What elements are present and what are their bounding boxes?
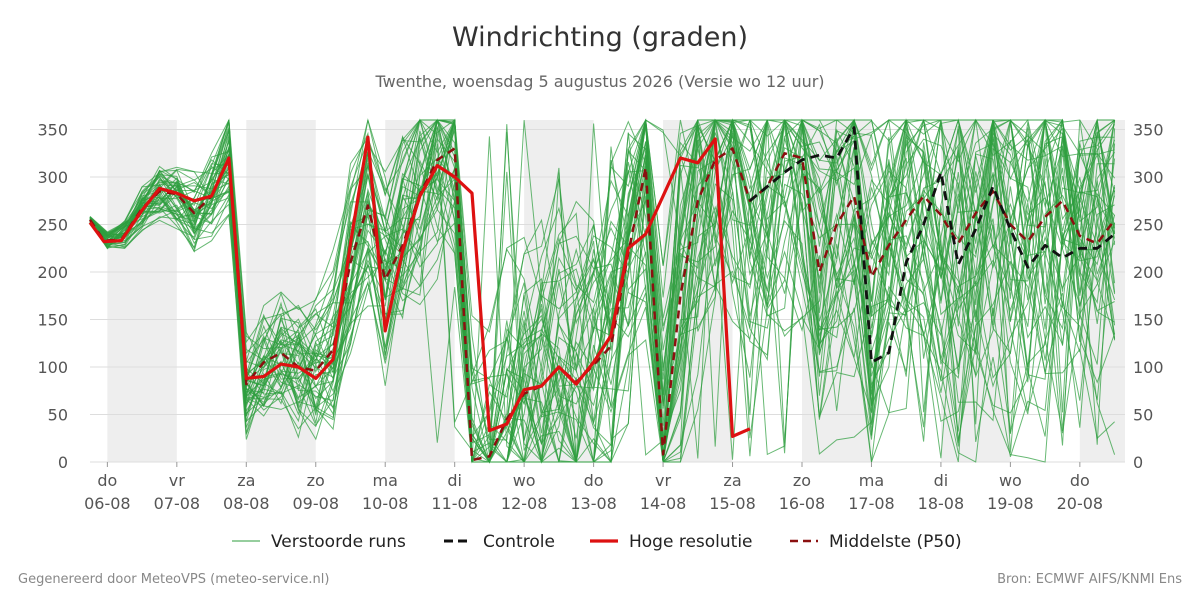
y-tick-label-left: 250 xyxy=(37,216,68,235)
ensemble-member-line xyxy=(89,118,1116,464)
footer-source: Bron: ECMWF AIFS/KNMI Ens xyxy=(997,572,1182,587)
ensemble-member-line xyxy=(89,119,1115,464)
x-tick-day: di xyxy=(934,471,949,490)
y-tick-label-right: 150 xyxy=(1133,311,1164,330)
ensemble-member-line xyxy=(89,119,1116,463)
x-tick-date: 18-08 xyxy=(918,494,965,513)
x-tick-day: zo xyxy=(793,471,811,490)
x-tick-day: do xyxy=(584,471,604,490)
x-tick-date: 10-08 xyxy=(362,494,409,513)
y-tick-label-right: 300 xyxy=(1133,168,1164,187)
x-tick-date: 06-08 xyxy=(84,494,131,513)
control-series-line xyxy=(749,126,1116,364)
y-tick-label-right: 100 xyxy=(1133,358,1164,377)
ensemble-member-line xyxy=(89,119,1116,463)
x-tick-day: do xyxy=(97,471,117,490)
ensemble-member-line xyxy=(89,118,1115,463)
y-tick-label-left: 350 xyxy=(37,121,68,140)
x-tick-date: 16-08 xyxy=(779,494,826,513)
x-tick-date: 12-08 xyxy=(501,494,548,513)
chart-title: Windrichting (graden) xyxy=(451,22,749,53)
x-tick-date: 15-08 xyxy=(709,494,756,513)
ensemble-member-line xyxy=(89,119,1116,463)
x-tick-day: vr xyxy=(655,471,671,490)
x-tick-day: do xyxy=(1070,471,1090,490)
ensemble-member-line xyxy=(89,118,1116,463)
ensemble-member-line xyxy=(89,119,1115,463)
y-tick-label-right: 200 xyxy=(1133,263,1164,282)
x-tick-date: 19-08 xyxy=(987,494,1034,513)
x-tick-day: ma xyxy=(859,471,884,490)
x-tick-date: 14-08 xyxy=(640,494,687,513)
x-tick-day: zo xyxy=(307,471,325,490)
ensemble-member-line xyxy=(89,119,1116,455)
x-tick-day: za xyxy=(723,471,741,490)
x-tick-date: 09-08 xyxy=(293,494,340,513)
ensemble-member-line xyxy=(89,119,1116,464)
y-tick-label-left: 0 xyxy=(58,453,68,472)
legend-label-ensemble: Verstoorde runs xyxy=(271,532,406,552)
x-tick-day: vr xyxy=(169,471,185,490)
x-tick-day: wo xyxy=(999,471,1022,490)
x-tick-day: ma xyxy=(373,471,398,490)
chart-subtitle: Twenthe, woensdag 5 augustus 2026 (Versi… xyxy=(375,72,825,91)
y-tick-label-right: 50 xyxy=(1133,406,1153,425)
legend-label-highres: Hoge resolutie xyxy=(629,532,753,552)
highres-series-line xyxy=(88,135,751,438)
y-tick-label-left: 150 xyxy=(37,311,68,330)
x-tick-date: 20-08 xyxy=(1057,494,1104,513)
ensemble-member-line xyxy=(89,119,1115,464)
x-tick-day: za xyxy=(237,471,255,490)
y-tick-label-left: 100 xyxy=(37,358,68,377)
x-tick-date: 08-08 xyxy=(223,494,270,513)
x-tick-date: 11-08 xyxy=(431,494,478,513)
legend-label-median: Middelste (P50) xyxy=(829,532,962,552)
y-tick-label-left: 300 xyxy=(37,168,68,187)
y-tick-label-right: 0 xyxy=(1133,453,1143,472)
y-tick-label-right: 350 xyxy=(1133,121,1164,140)
ensemble-member-line xyxy=(89,119,1116,463)
x-tick-date: 13-08 xyxy=(570,494,617,513)
y-tick-label-left: 200 xyxy=(37,263,68,282)
y-tick-label-left: 50 xyxy=(48,406,68,425)
ensemble-member-line xyxy=(89,118,1116,463)
footer-generated-by: Gegenereerd door MeteoVPS (meteo-service… xyxy=(18,572,330,587)
x-tick-date: 17-08 xyxy=(848,494,895,513)
x-tick-day: wo xyxy=(513,471,536,490)
ensemble-member-line xyxy=(89,119,1116,463)
ensemble-member-line xyxy=(89,118,1116,464)
x-tick-day: di xyxy=(447,471,462,490)
median-series-line xyxy=(88,147,1116,462)
y-tick-label-right: 250 xyxy=(1133,216,1164,235)
legend-label-control: Controle xyxy=(483,532,555,552)
x-tick-date: 07-08 xyxy=(154,494,201,513)
